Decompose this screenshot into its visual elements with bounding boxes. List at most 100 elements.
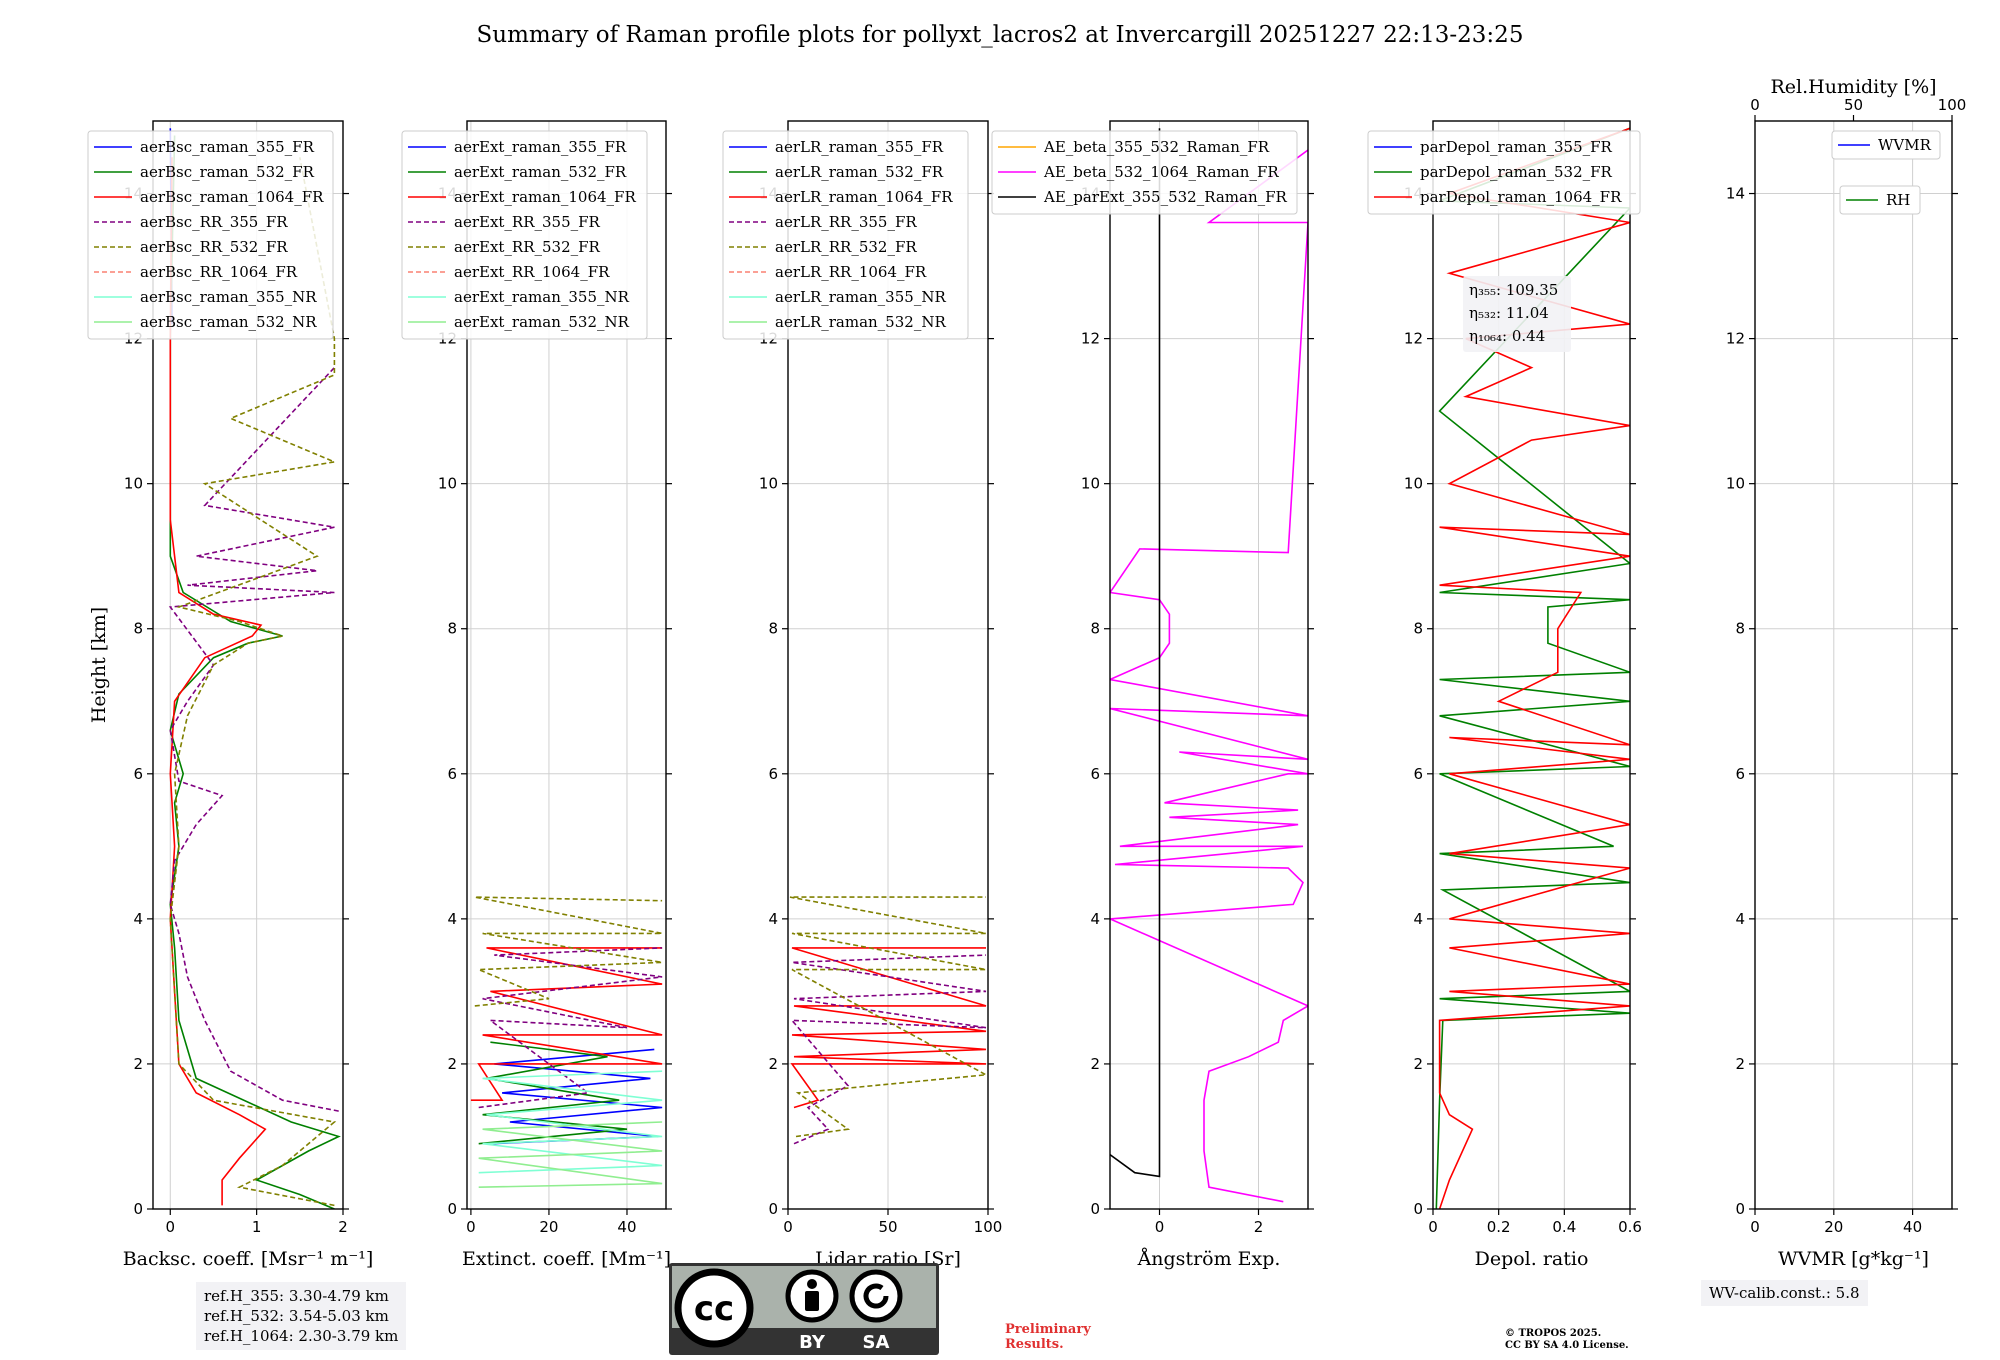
y-tick-label: 4 — [133, 910, 143, 928]
preliminary-line-2: Results. — [1005, 1337, 1064, 1352]
sa-icon-arc — [863, 1283, 889, 1309]
y-axis-label: Height [km] — [88, 607, 110, 723]
x-tick-label: 40 — [617, 1218, 636, 1236]
series-group — [1435, 127, 1630, 1209]
legend: AE_beta_355_532_Raman_FR AE_beta_532_1064… — [991, 130, 1298, 215]
x-axis-label: WVMR [g*kg⁻¹] — [1778, 1248, 1929, 1270]
axes-frame — [1432, 120, 1631, 1210]
x-tick-label: 20 — [539, 1218, 558, 1236]
y-tick-label: 4 — [1413, 910, 1423, 928]
y-tick-label: 0 — [1735, 1200, 1745, 1218]
cc-icon — [674, 1268, 754, 1348]
preliminary-note: Preliminary Results. — [1005, 1322, 1091, 1352]
copyright-line-1: © TROPOS 2025. — [1505, 1328, 1602, 1339]
eta-line-0: η₃₅₅: 109.35 — [1469, 281, 1558, 299]
series-line-aerExt_raman_355_FR — [490, 1048, 663, 1145]
legend-entry-aerExt_raman_532_NR: aerExt_raman_532_NR — [454, 313, 630, 331]
y-tick-label: 8 — [1735, 620, 1745, 638]
legend: aerExt_raman_355_FR aerExt_raman_532_FRae… — [401, 130, 648, 340]
y-tick-label: 4 — [1735, 910, 1745, 928]
legend-entry-aerLR_RR_532_FR: aerLR_RR_532_FR — [775, 238, 917, 256]
x-tick-label: 2 — [1254, 1218, 1264, 1236]
y-tick-label: 6 — [1413, 765, 1423, 783]
top-x-tick-label: 50 — [1844, 96, 1863, 114]
x-tick-label: 0 — [1155, 1218, 1165, 1236]
ref-height-1064: ref.H_1064: 2.30-3.79 km — [204, 1327, 399, 1345]
x-tick-label: 100 — [974, 1218, 1003, 1236]
legend-entry-aerExt_raman_1064_FR: aerExt_raman_1064_FR — [454, 188, 636, 206]
legend-entry-aerBsc_RR_355_FR: aerBsc_RR_355_FR — [140, 213, 288, 231]
legend: WVMR RH — [1831, 130, 1941, 215]
y-tick-label: 14 — [1726, 185, 1745, 203]
sa-icon — [849, 1269, 903, 1323]
grid-lines — [1754, 121, 1952, 1210]
legend-entry-aerExt_raman_532_FR: aerExt_raman_532_FR — [454, 163, 627, 181]
x-tick-label: 0.4 — [1552, 1218, 1576, 1236]
chart-ext: 0204002468101214Extinct. coeff. [Mm⁻¹]ae… — [401, 120, 672, 1270]
series-group — [789, 896, 988, 1145]
legend-box — [401, 130, 648, 340]
series-line-AE_beta_532_1064_Raman_FR — [1110, 149, 1308, 1203]
legend-entry-aerLR_raman_1064_FR: aerLR_raman_1064_FR — [775, 188, 953, 206]
legend-entry-aerBsc_raman_355_NR: aerBsc_raman_355_NR — [140, 288, 317, 306]
legend-entry-aerExt_RR_532_FR: aerExt_RR_532_FR — [454, 238, 601, 256]
legend-entry-aerBsc_RR_1064_FR: aerBsc_RR_1064_FR — [140, 263, 298, 281]
by-icon-body — [805, 1291, 819, 1311]
series-line-aerBsc_RR_355_FR — [168, 367, 339, 1112]
x-axis-label: Ångström Exp. — [1137, 1248, 1281, 1270]
legend-entry-aerExt_RR_1064_FR: aerExt_RR_1064_FR — [454, 263, 610, 281]
y-tick-label: 8 — [768, 620, 778, 638]
y-tick-label: 2 — [768, 1055, 778, 1073]
legend-entry-aerLR_raman_355_NR: aerLR_raman_355_NR — [775, 288, 946, 306]
x-tick-label: 0.2 — [1487, 1218, 1511, 1236]
series-line-aerLR_RR_532_FR — [789, 896, 988, 1138]
y-tick-label: 2 — [1413, 1055, 1423, 1073]
legend-entry-WVMR: WVMR — [1878, 136, 1932, 154]
series-line-parDepol_raman_532_FR — [1435, 127, 1630, 1209]
y-tick-label: 8 — [447, 620, 457, 638]
series-line-aerExt_raman_532_FR — [478, 1041, 628, 1145]
x-tick-label: 0 — [165, 1218, 175, 1236]
sa-label: SA — [863, 1332, 890, 1353]
legend: aerLR_raman_355_FR aerLR_raman_532_FR aerL… — [722, 130, 969, 340]
series-line-aerExt_RR_532_FR — [474, 896, 663, 1007]
legend-entry-parDepol_raman_532_FR: parDepol_raman_532_FR — [1420, 163, 1613, 181]
by-icon-head — [807, 1279, 817, 1289]
y-tick-label: 2 — [1090, 1055, 1100, 1073]
y-tick-label: 6 — [1735, 765, 1745, 783]
legend-entry-aerLR_raman_355_FR: aerLR_raman_355_FR — [775, 138, 944, 156]
legend-entry-aerExt_raman_355_NR: aerExt_raman_355_NR — [454, 288, 630, 306]
y-tick-label: 6 — [768, 765, 778, 783]
ref-height-532: ref.H_532: 3.54-5.03 km — [204, 1307, 389, 1325]
eta-box — [1463, 276, 1571, 352]
legend-entry-aerLR_raman_532_FR: aerLR_raman_532_FR — [775, 163, 944, 181]
legend-entry-aerBsc_raman_355_FR: aerBsc_raman_355_FR — [140, 138, 315, 156]
copyright-line-2: CC BY SA 4.0 License. — [1505, 1340, 1629, 1351]
figure-title: Summary of Raman profile plots for polly… — [476, 22, 1524, 48]
by-label: BY — [799, 1332, 826, 1353]
series-line-aerLR_RR_355_FR — [790, 954, 987, 1145]
legend-box — [1839, 185, 1921, 215]
copyright-note: © TROPOS 2025. CC BY SA 4.0 License. — [1505, 1328, 1629, 1352]
cc-icon-text: cc — [694, 1289, 734, 1329]
axes-frame — [1754, 120, 1953, 1210]
series-line-AE_parExt_355_532_Raman_FR — [1110, 128, 1161, 1178]
wv-calib-box: WV-calib.const.: 5.8 — [1701, 1280, 1868, 1306]
legend: parDepol_raman_355_FR parDepol_raman_532_… — [1367, 130, 1641, 215]
series-line-aerLR_raman_1064_FR — [790, 947, 987, 1109]
y-tick-label: 4 — [768, 910, 778, 928]
y-tick-label: 2 — [133, 1055, 143, 1073]
legend-entry-AE_beta_355_532_Raman_FR: AE_beta_355_532_Raman_FR — [1043, 138, 1270, 156]
y-tick-label: 12 — [1726, 330, 1745, 348]
y-tick-label: 0 — [133, 1200, 143, 1218]
series-group — [470, 896, 663, 1188]
x-tick-label: 0 — [1428, 1218, 1438, 1236]
legend-box — [722, 130, 969, 340]
series-line-aerBsc_raman_532_FR — [169, 135, 341, 1209]
y-tick-label: 0 — [1090, 1200, 1100, 1218]
legend-box — [991, 130, 1298, 215]
y-tick-label: 8 — [1090, 620, 1100, 638]
legend-entry-parDepol_raman_1064_FR: parDepol_raman_1064_FR — [1420, 188, 1622, 206]
y-tick-label: 4 — [447, 910, 457, 928]
